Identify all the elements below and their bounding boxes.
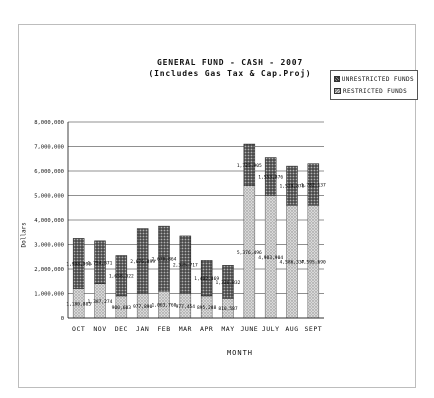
- data-label-unrestricted: 1,725,905: [237, 163, 262, 169]
- x-tick-label: NOV: [93, 325, 106, 333]
- legend-label-restricted: RESTRICTED FUNDS: [343, 87, 408, 95]
- y-tick-label: 2,000,000: [34, 267, 64, 273]
- data-label-unrestricted: 2,325,717: [173, 263, 198, 269]
- data-label-restricted: 1,387,274: [88, 299, 113, 305]
- legend-swatch-unrestricted: [334, 76, 340, 82]
- data-label-unrestricted: 1,782,137: [301, 182, 326, 188]
- bar-unrestricted: [94, 240, 106, 284]
- page-border: [18, 24, 416, 388]
- legend-swatch-restricted: [334, 88, 341, 94]
- data-label-restricted: 4,983,904: [258, 255, 283, 261]
- chart-legend: UNRESTRICTED FUNDS RESTRICTED FUNDS: [330, 70, 418, 100]
- data-label-restricted: 4,586,337: [280, 260, 305, 266]
- data-label-unrestricted: 1,553,876: [258, 175, 283, 181]
- data-label-restricted: 977,890: [133, 304, 153, 310]
- x-tick-label: FEB: [157, 325, 170, 333]
- data-label-restricted: 895,288: [197, 305, 217, 311]
- data-label-unrestricted: 2,676,899: [130, 259, 155, 265]
- x-tick-label: APR: [200, 325, 213, 333]
- x-tick-label: MAR: [179, 325, 192, 333]
- bar-unrestricted: [307, 163, 320, 206]
- y-axis-title: Dollars: [20, 222, 28, 248]
- legend-label-unrestricted: UNRESTRICTED FUNDS: [341, 75, 414, 83]
- data-label-restricted: 810,587: [218, 306, 238, 312]
- bar-unrestricted: [222, 265, 234, 299]
- x-tick-label: SEPT: [305, 325, 323, 333]
- data-label-unrestricted: 2,670,864: [152, 257, 177, 263]
- y-tick-label: 1,000,000: [34, 292, 64, 298]
- x-tick-label: JULY: [262, 325, 280, 333]
- chart-title: GENERAL FUND - CASH - 2007: [156, 58, 304, 67]
- chart-subtitle: (Includes Gas Tax & Cap.Proj): [148, 69, 312, 78]
- legend-item-restricted: RESTRICTED FUNDS: [334, 85, 414, 97]
- x-tick-label: OCT: [72, 325, 85, 333]
- bar-unrestricted: [158, 225, 170, 292]
- bar-unrestricted: [264, 157, 277, 196]
- data-label-restricted: 5,376,496: [237, 250, 262, 256]
- y-tick-label: 3,000,000: [34, 243, 64, 249]
- bar-unrestricted: [286, 165, 298, 206]
- x-tick-label: JAN: [136, 325, 149, 333]
- y-tick-label: 8,000,000: [34, 120, 64, 126]
- data-label-unrestricted: 1,326,832: [216, 280, 241, 286]
- bar-unrestricted: [72, 238, 85, 289]
- y-tick-label: 4,000,000: [34, 218, 64, 224]
- x-tick-label: MAY: [221, 325, 234, 333]
- bar-unrestricted: [243, 143, 256, 186]
- x-tick-label: DEC: [115, 325, 128, 333]
- bar-unrestricted: [136, 228, 149, 294]
- x-axis-title: MONTH: [226, 349, 254, 357]
- data-label-unrestricted: 1,402,469: [194, 276, 219, 282]
- bar-unrestricted: [200, 260, 213, 297]
- y-tick-label: 7,000,000: [34, 145, 64, 151]
- data-label-restricted: 1,180,803: [66, 301, 91, 307]
- data-label-restricted: 1,063,760: [152, 303, 177, 309]
- y-tick-label: 5,000,000: [34, 194, 64, 200]
- data-label-unrestricted: 1,658,322: [109, 274, 134, 280]
- data-label-restricted: 900,603: [112, 305, 132, 311]
- bar-unrestricted: [115, 255, 128, 297]
- data-label-unrestricted: 1,529,878: [280, 184, 305, 190]
- y-tick-label: 0: [61, 316, 64, 322]
- data-label-unrestricted: 1,754,871: [88, 260, 113, 266]
- data-label-restricted: 4,595,690: [301, 260, 326, 266]
- bar-unrestricted: [179, 235, 192, 294]
- data-label-unrestricted: 1,998,990: [66, 261, 91, 267]
- x-tick-label: JUNE: [241, 325, 259, 333]
- data-label-restricted: 977,454: [176, 304, 196, 310]
- y-tick-label: 6,000,000: [34, 169, 64, 175]
- legend-item-unrestricted: UNRESTRICTED FUNDS: [334, 73, 414, 85]
- x-tick-label: AUG: [285, 325, 298, 333]
